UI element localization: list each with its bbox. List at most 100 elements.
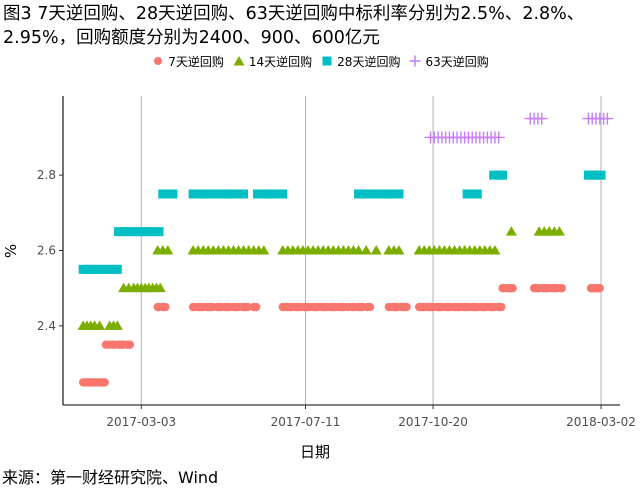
point-28d bbox=[97, 264, 107, 274]
point-7d bbox=[508, 283, 517, 293]
point-7d bbox=[557, 283, 567, 293]
chart-legend: 7天逆回购 14天逆回购 28天逆回购 63天逆回购 bbox=[0, 52, 640, 70]
point-63d bbox=[601, 112, 614, 125]
plus-marker-icon bbox=[409, 55, 421, 67]
x-tick-label: 2017-10-20 bbox=[398, 415, 468, 429]
point-28d bbox=[268, 189, 278, 199]
point-28d bbox=[223, 189, 233, 199]
point-28d bbox=[467, 189, 477, 199]
point-7d bbox=[402, 302, 411, 312]
y-axis-ticks: 2.4 2.6 2.8 bbox=[37, 168, 63, 333]
point-28d bbox=[374, 189, 384, 199]
point-7d bbox=[595, 283, 604, 293]
point-28d bbox=[87, 264, 97, 274]
legend-item-7d: 7天逆回购 bbox=[151, 53, 224, 70]
legend-label-63d: 63天逆回购 bbox=[425, 54, 489, 69]
point-28d bbox=[583, 170, 593, 180]
point-14d bbox=[553, 226, 565, 236]
point-28d bbox=[112, 264, 122, 274]
point-7d bbox=[100, 378, 109, 387]
point-28d bbox=[134, 227, 144, 237]
point-28d bbox=[364, 189, 374, 199]
point-28d bbox=[188, 189, 198, 199]
x-axis-title: 日期 bbox=[300, 443, 330, 461]
point-28d bbox=[114, 227, 124, 237]
point-28d bbox=[124, 227, 134, 237]
y-tick-label: 2.6 bbox=[37, 244, 56, 258]
legend-label-14d: 14天逆回购 bbox=[248, 54, 313, 69]
point-28d bbox=[489, 170, 499, 180]
point-28d bbox=[263, 189, 273, 199]
point-63d bbox=[535, 112, 548, 125]
point-28d bbox=[193, 189, 203, 199]
point-28d bbox=[149, 227, 159, 237]
source-note: 来源：第一财经研究院、Wind bbox=[2, 468, 219, 487]
legend-item-63d: 63天逆回购 bbox=[408, 53, 489, 70]
point-28d bbox=[139, 227, 149, 237]
point-28d bbox=[359, 189, 369, 199]
x-tick-label: 2017-03-03 bbox=[106, 415, 176, 429]
legend-item-14d: 14天逆回购 bbox=[232, 53, 312, 70]
point-28d bbox=[384, 189, 394, 199]
y-tick-label: 2.8 bbox=[37, 168, 56, 182]
point-28d bbox=[596, 170, 606, 180]
point-28d bbox=[198, 189, 208, 199]
point-14d bbox=[258, 245, 270, 255]
point-28d bbox=[278, 189, 288, 199]
point-14d bbox=[111, 320, 123, 330]
point-28d bbox=[354, 189, 364, 199]
point-14d bbox=[393, 245, 405, 255]
point-28d bbox=[379, 189, 389, 199]
square-marker-icon bbox=[322, 56, 332, 66]
y-axis-title: % bbox=[2, 244, 20, 258]
legend-label-28d: 28天逆回购 bbox=[337, 54, 401, 69]
point-28d bbox=[239, 189, 249, 199]
point-28d bbox=[273, 189, 283, 199]
circle-marker-icon bbox=[154, 57, 163, 65]
point-28d bbox=[472, 189, 482, 199]
point-28d bbox=[394, 189, 404, 199]
point-28d bbox=[208, 189, 218, 199]
point-7d bbox=[252, 302, 261, 312]
x-tick-label: 2018-03-02 bbox=[566, 415, 636, 429]
point-28d bbox=[163, 189, 173, 199]
point-7d bbox=[161, 302, 170, 312]
legend-label-7d: 7天逆回购 bbox=[168, 54, 224, 69]
point-7d bbox=[365, 302, 375, 312]
point-14d bbox=[360, 245, 372, 255]
point-28d bbox=[498, 170, 508, 180]
x-tick-label: 2017-07-11 bbox=[271, 415, 341, 429]
point-28d bbox=[253, 189, 263, 199]
point-28d bbox=[462, 189, 472, 199]
point-28d bbox=[144, 227, 154, 237]
point-14d bbox=[505, 226, 517, 236]
point-14d bbox=[162, 245, 174, 255]
point-28d bbox=[218, 189, 228, 199]
point-28d bbox=[234, 189, 244, 199]
chart-title: 图3 7天逆回购、28天逆回购、63天逆回购中标利率分别为2.5%、2.8%、2… bbox=[3, 4, 585, 48]
point-28d bbox=[229, 189, 239, 199]
point-28d bbox=[203, 189, 213, 199]
point-7d bbox=[125, 340, 135, 349]
triangle-marker-icon bbox=[233, 56, 245, 66]
point-28d bbox=[107, 264, 117, 274]
point-28d bbox=[158, 189, 168, 199]
x-axis-ticks: 2017-03-03 2017-07-11 2017-10-20 2018-03-02 bbox=[106, 405, 636, 429]
point-28d bbox=[389, 189, 399, 199]
point-28d bbox=[92, 264, 102, 274]
point-14d bbox=[489, 245, 501, 255]
point-28d bbox=[168, 189, 178, 199]
point-63d bbox=[492, 131, 505, 144]
point-14d bbox=[154, 282, 166, 293]
point-28d bbox=[154, 227, 164, 237]
point-14d bbox=[94, 320, 106, 330]
point-14d bbox=[353, 245, 365, 255]
point-28d bbox=[102, 264, 112, 274]
point-28d bbox=[129, 227, 139, 237]
point-28d bbox=[78, 264, 88, 274]
point-28d bbox=[369, 189, 379, 199]
data-points bbox=[77, 112, 614, 387]
point-28d bbox=[119, 227, 129, 237]
point-14d bbox=[370, 245, 382, 255]
